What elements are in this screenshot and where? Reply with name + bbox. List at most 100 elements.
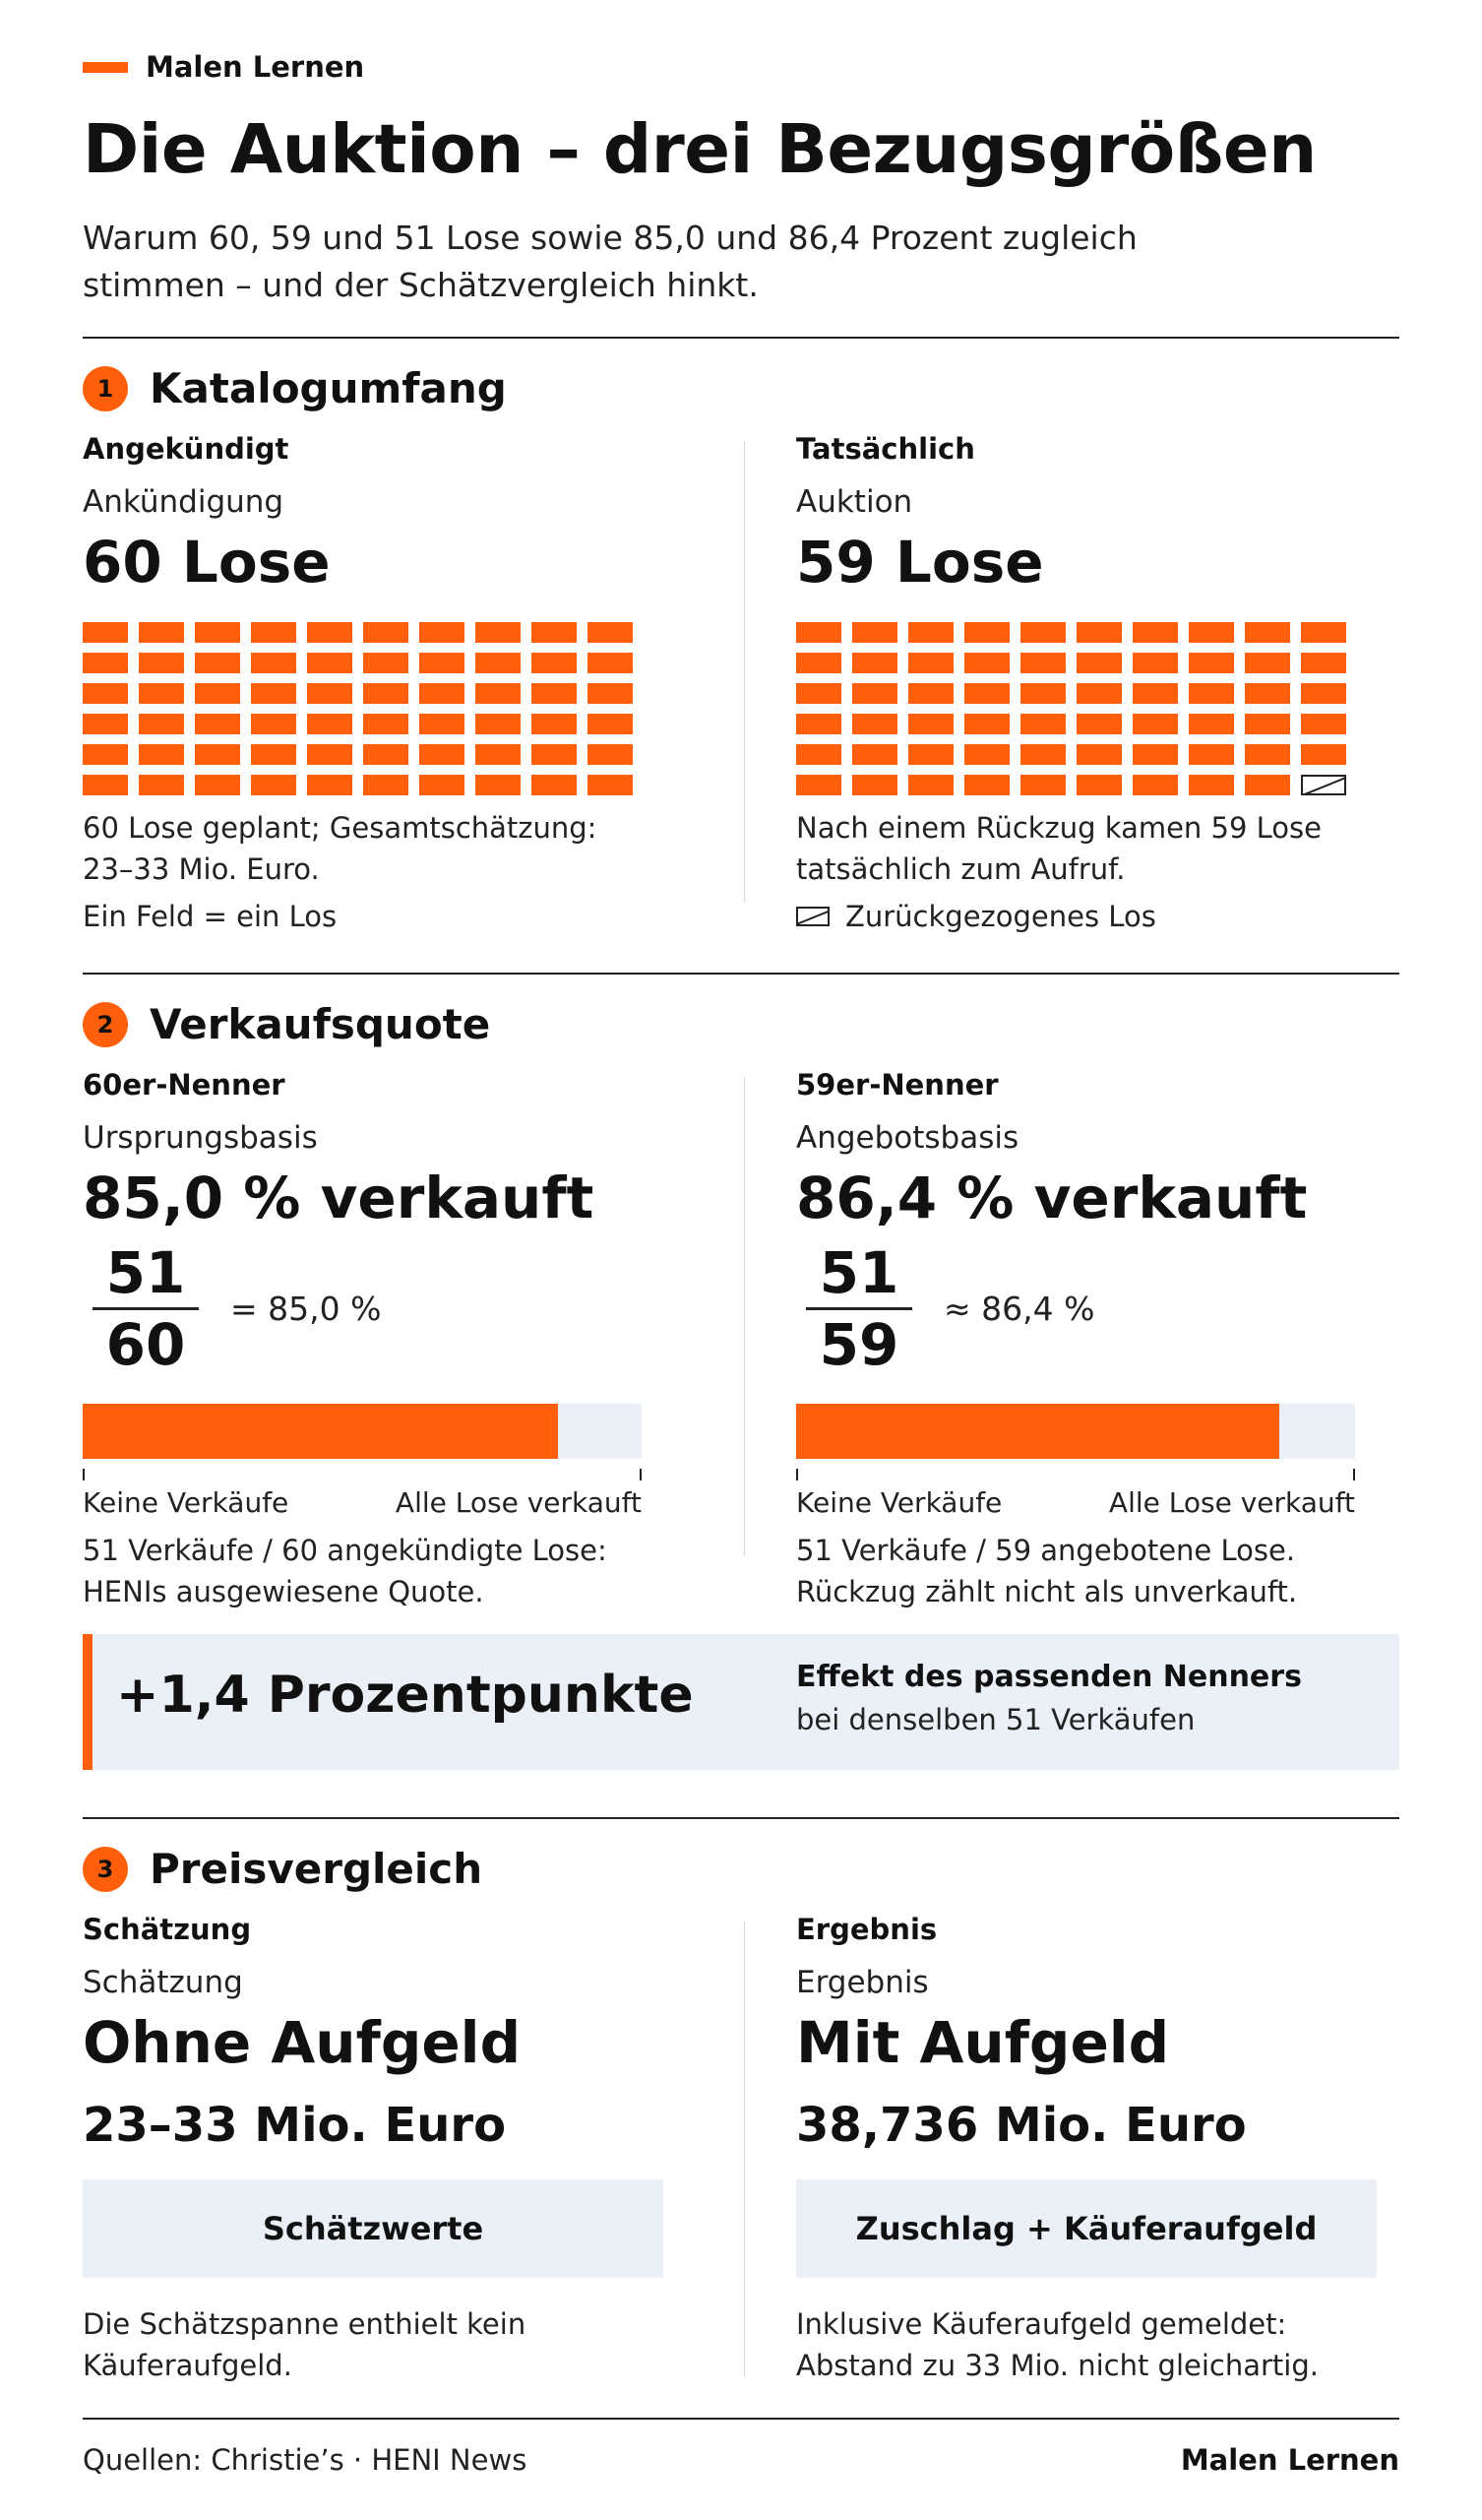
column-note: Inklusive Käuferaufgeld gemeldet: Abstan… [796, 2307, 1319, 2382]
divider [83, 1817, 1399, 1819]
lot-cell [475, 622, 521, 643]
withdrawn-lot-icon [796, 907, 830, 926]
effect-value: +1,4 Prozentpunkte [116, 1666, 694, 1725]
lot-cell [852, 714, 897, 734]
lot-cell [139, 744, 184, 765]
lot-cell [251, 744, 296, 765]
lot-cell [964, 653, 1010, 673]
lot-cell [307, 714, 352, 734]
lot-cell [531, 744, 577, 765]
axis-max-label: Alle Lose verkauft [395, 1486, 642, 1519]
page-title: Die Auktion – drei Bezugsgrößen [83, 110, 1317, 189]
lot-cell [83, 744, 128, 765]
axis-min-label: Keine Verkäufe [796, 1486, 1003, 1519]
fraction-denominator: 60 [105, 1310, 186, 1378]
lot-cell [307, 683, 352, 704]
grid-legend: Ein Feld = ein Los [83, 900, 673, 933]
lot-cell [1301, 744, 1346, 765]
column-label: Angekündigt [83, 432, 289, 466]
lot-cell [83, 714, 128, 734]
quota-axis [796, 1469, 1355, 1482]
quota-value: 86,4 % verkauft [796, 1165, 1308, 1231]
quota-axis-labels: Keine Verkäufe Alle Lose verkauft [83, 1482, 642, 1524]
lot-cell [1189, 775, 1234, 795]
lot-cell [251, 775, 296, 795]
quota-axis-labels: Keine Verkäufe Alle Lose verkauft [796, 1482, 1355, 1524]
axis-tick [640, 1469, 642, 1480]
lot-cell [1245, 653, 1290, 673]
lot-cell [251, 653, 296, 673]
lot-cell [195, 653, 240, 673]
lot-cell [964, 622, 1010, 643]
lot-cell [531, 714, 577, 734]
lot-cell [908, 775, 954, 795]
quota-bar-fill [83, 1404, 558, 1459]
effect-text: bei denselben 51 Verkäufen [796, 1703, 1196, 1736]
lot-cell [964, 775, 1010, 795]
lot-cell [139, 714, 184, 734]
price-amount: 38,736 Mio. Euro [796, 2098, 1247, 2153]
lot-cell [1077, 653, 1122, 673]
lot-cell [852, 622, 897, 643]
lot-cell [796, 622, 841, 643]
column-sublabel: Schätzung [83, 1965, 243, 2000]
lot-cell [852, 683, 897, 704]
lot-cell [139, 683, 184, 704]
column-sublabel: Auktion [796, 484, 913, 520]
brand-name: Malen Lernen [146, 50, 365, 84]
lot-cell [1301, 683, 1346, 704]
column-divider [744, 1922, 745, 2376]
lot-cell [796, 683, 841, 704]
lot-cell [195, 714, 240, 734]
lot-cell [139, 622, 184, 643]
fraction-numerator: 51 [105, 1238, 186, 1306]
lot-cell [1301, 622, 1346, 643]
lot-cell [531, 622, 577, 643]
axis-max-label: Alle Lose verkauft [1108, 1486, 1355, 1519]
lot-cell [1077, 683, 1122, 704]
section-title: Katalogumfang [150, 364, 507, 412]
lot-cell [531, 775, 577, 795]
lot-cell [475, 744, 521, 765]
lot-cell [475, 714, 521, 734]
column-label: Ergebnis [796, 1913, 938, 1946]
section-3-header: 3 Preisvergleich [83, 1845, 482, 1893]
lot-cell [1020, 775, 1066, 795]
section-number-badge: 2 [83, 1001, 128, 1047]
quota-bar-fill [796, 1404, 1279, 1459]
lot-cell [852, 653, 897, 673]
lot-cell [363, 714, 408, 734]
lot-cell [1189, 714, 1234, 734]
lot-cell [307, 653, 352, 673]
quota-axis [83, 1469, 642, 1482]
lot-cell [475, 653, 521, 673]
lot-count: 59 Lose [796, 529, 1044, 596]
lot-count: 60 Lose [83, 529, 331, 596]
lot-cell [852, 775, 897, 795]
lot-cell [139, 775, 184, 795]
lot-cell [531, 653, 577, 673]
lot-cell [796, 744, 841, 765]
axis-tick [796, 1469, 798, 1480]
column-note: 51 Verkäufe / 59 angebotene Lose. Rückzu… [796, 1534, 1298, 1608]
lot-cell [363, 775, 408, 795]
section-number-badge: 1 [83, 365, 128, 411]
lot-cell [964, 714, 1010, 734]
lot-cell [139, 653, 184, 673]
lot-cell [307, 775, 352, 795]
price-amount: 23–33 Mio. Euro [83, 2098, 507, 2153]
lot-cell [475, 683, 521, 704]
legend-text: Zurückgezogenes Los [845, 900, 1156, 933]
fraction-numerator: 51 [819, 1238, 899, 1306]
lot-cell [419, 744, 464, 765]
divider [83, 337, 1399, 339]
column-sublabel: Ursprungsbasis [83, 1120, 318, 1156]
lot-cell [587, 744, 633, 765]
effect-title: Effekt des passenden Nenners [796, 1660, 1302, 1694]
lot-cell [852, 744, 897, 765]
catalog-announced: Angekündigt Ankündigung 60 Lose 60 Lose … [83, 429, 673, 933]
lot-cell [251, 714, 296, 734]
lot-cell [419, 775, 464, 795]
lot-cell [1301, 653, 1346, 673]
column-label: 59er-Nenner [796, 1068, 999, 1102]
